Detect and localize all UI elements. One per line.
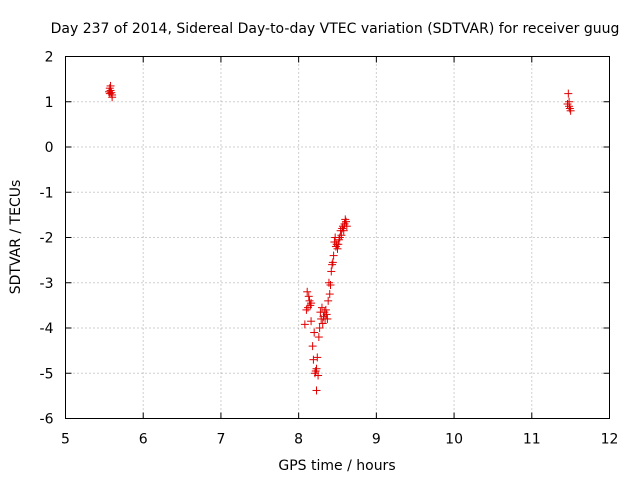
data-point-marker (326, 281, 335, 290)
x-axis-label: GPS time / hours (278, 458, 395, 474)
data-point-marker (342, 222, 351, 231)
data-point-marker (302, 305, 311, 314)
x-tick-label: 11 (523, 432, 541, 448)
data-point-marker (315, 324, 324, 332)
data-point-marker (313, 353, 322, 362)
y-tick-label: 2 (45, 50, 54, 66)
data-point-marker (323, 314, 332, 323)
data-point-marker (108, 93, 117, 102)
y-tick-label: -3 (40, 276, 54, 292)
y-tick-labels: 2 1 0 -1 -2 -3 -4 -5 -6 (40, 50, 54, 428)
y-tick-label: -2 (40, 231, 54, 247)
data-point-marker (322, 310, 331, 319)
x-tick-label: 7 (216, 432, 225, 448)
x-tick-labels: 5 6 7 8 9 10 11 12 (61, 432, 618, 448)
data-point-marker (312, 364, 321, 373)
data-point-marker (327, 267, 336, 276)
x-tick-label: 8 (294, 432, 303, 448)
data-point-marker (328, 260, 337, 269)
data-point-marker (333, 244, 342, 253)
y-tick-label: 0 (45, 140, 54, 156)
data-point-marker (303, 287, 312, 296)
y-axis-label: SDTVAR / TECUs (8, 180, 24, 295)
data-point-marker (325, 290, 334, 299)
axis-ticks (65, 56, 610, 419)
x-tick-label: 10 (445, 432, 463, 448)
data-point-marker (308, 342, 317, 351)
data-point-marker (304, 292, 313, 301)
x-tick-label: 9 (372, 432, 381, 448)
data-point-marker (342, 217, 351, 226)
data-point-marker (300, 320, 309, 329)
y-tick-label: -5 (40, 366, 54, 382)
y-tick-label: -6 (40, 412, 54, 428)
chart-title: Day 237 of 2014, Sidereal Day-to-day VTE… (51, 21, 620, 37)
data-point-marker (339, 226, 348, 235)
data-point-marker (328, 258, 337, 267)
data-point-marker (321, 305, 330, 314)
x-tick-label: 5 (61, 432, 70, 448)
data-point-marker (318, 319, 327, 328)
data-point-marker (305, 296, 314, 305)
data-point-marker (564, 89, 573, 98)
x-tick-label: 12 (601, 432, 619, 448)
data-point-marker (324, 296, 333, 305)
data-point-marker (310, 328, 319, 337)
data-points (105, 81, 575, 395)
y-tick-label: -1 (40, 185, 54, 201)
data-point-marker (324, 278, 333, 287)
data-point-marker (334, 240, 343, 249)
data-point-marker (312, 386, 321, 395)
y-tick-label: -4 (40, 321, 54, 337)
data-point-marker (565, 102, 574, 111)
data-point-marker (309, 355, 318, 364)
y-tick-label: 1 (45, 95, 54, 111)
data-point-marker (314, 333, 323, 342)
data-point-marker (314, 371, 323, 380)
data-point-marker (329, 251, 338, 260)
data-point-marker (337, 231, 346, 240)
x-tick-label: 6 (139, 432, 148, 448)
data-point-marker (566, 106, 575, 115)
data-point-marker (307, 299, 316, 308)
data-point-marker (307, 317, 316, 326)
